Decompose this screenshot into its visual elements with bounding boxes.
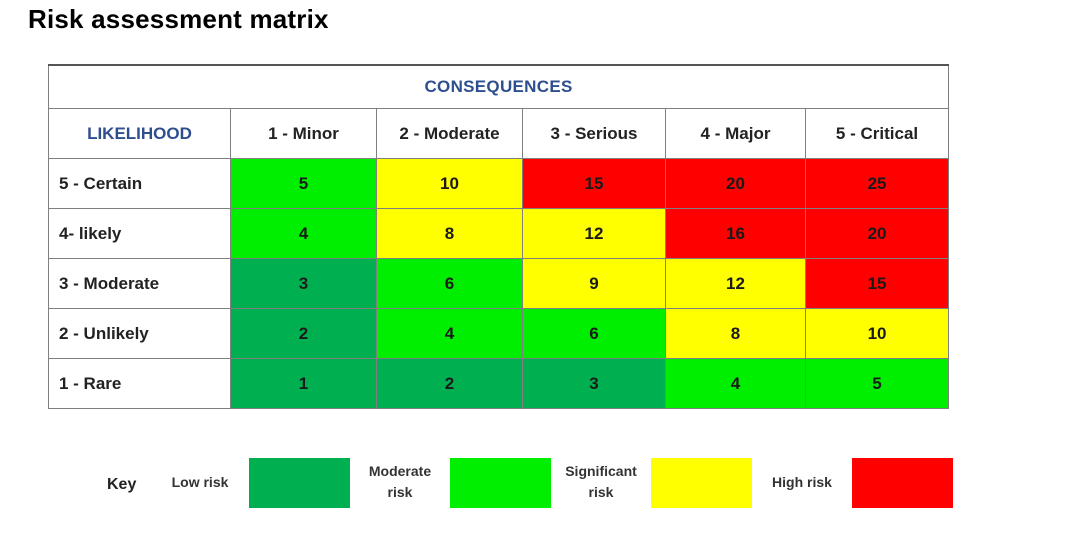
- risk-matrix-table: CONSEQUENCES LIKELIHOOD 1 - Minor 2 - Mo…: [47, 64, 950, 409]
- key-text-line: Low risk: [171, 474, 229, 490]
- risk-cell: 15: [522, 158, 666, 209]
- key-label: Key: [107, 476, 137, 493]
- key-text-high: High risk: [764, 472, 840, 493]
- key-legend: Key Low risk Moderate risk Significant r…: [0, 456, 1084, 510]
- matrix-row: 5 - Certain 5 10 15 20 25: [48, 158, 950, 209]
- risk-cell: 4: [665, 358, 806, 409]
- risk-cell: 10: [376, 158, 523, 209]
- risk-cell: 2: [376, 358, 523, 409]
- risk-cell: 4: [376, 308, 523, 359]
- risk-cell: 16: [665, 208, 806, 259]
- column-header: 5 - Critical: [804, 108, 950, 159]
- consequences-header: CONSEQUENCES: [47, 64, 950, 109]
- page-title: Risk assessment matrix: [28, 4, 329, 34]
- risk-cell: 4: [230, 208, 377, 259]
- row-label: 1 - Rare: [48, 358, 231, 409]
- risk-cell: 20: [665, 158, 806, 209]
- key-text-line: Moderate: [368, 463, 432, 479]
- key-swatch-significant: [651, 458, 752, 508]
- risk-cell: 2: [230, 308, 377, 359]
- key-text-line: risk: [588, 484, 614, 500]
- key-text-moderate: Moderate risk: [362, 461, 438, 503]
- matrix-row: 2 - Unlikely 2 4 6 8 10: [48, 308, 950, 359]
- risk-cell: 1: [230, 358, 377, 409]
- risk-cell: 5: [804, 358, 950, 409]
- risk-cell: 3: [522, 358, 666, 409]
- column-header: 2 - Moderate: [376, 108, 523, 159]
- risk-cell: 8: [665, 308, 806, 359]
- matrix-row: 1 - Rare 1 2 3 4 5: [48, 358, 950, 409]
- column-header: 1 - Minor: [230, 108, 377, 159]
- key-text-line: risk: [387, 484, 413, 500]
- key-swatch-moderate: [450, 458, 551, 508]
- risk-cell: 6: [376, 258, 523, 309]
- row-label: 5 - Certain: [48, 158, 231, 209]
- risk-cell: 25: [804, 158, 950, 209]
- risk-cell: 8: [376, 208, 523, 259]
- risk-cell: 12: [522, 208, 666, 259]
- key-text-significant: Significant risk: [558, 461, 644, 503]
- risk-cell: 3: [230, 258, 377, 309]
- row-label: 4- likely: [48, 208, 231, 259]
- risk-cell: 5: [230, 158, 377, 209]
- risk-cell: 15: [804, 258, 950, 309]
- likelihood-header: LIKELIHOOD: [48, 108, 231, 159]
- column-header: 3 - Serious: [522, 108, 666, 159]
- risk-cell: 10: [804, 308, 950, 359]
- row-label: 3 - Moderate: [48, 258, 231, 309]
- key-text-line: High risk: [772, 474, 832, 490]
- risk-cell: 9: [522, 258, 666, 309]
- consequences-header-row: CONSEQUENCES: [47, 64, 950, 109]
- key-text-low: Low risk: [168, 472, 232, 493]
- risk-cell: 12: [665, 258, 806, 309]
- column-header-row: LIKELIHOOD 1 - Minor 2 - Moderate 3 - Se…: [48, 108, 950, 159]
- matrix-row: 3 - Moderate 3 6 9 12 15: [48, 258, 950, 309]
- risk-cell: 6: [522, 308, 666, 359]
- column-header: 4 - Major: [665, 108, 806, 159]
- key-text-line: Significant: [565, 463, 637, 479]
- key-swatch-high: [852, 458, 953, 508]
- matrix-row: 4- likely 4 8 12 16 20: [48, 208, 950, 259]
- row-label: 2 - Unlikely: [48, 308, 231, 359]
- key-swatch-low: [249, 458, 350, 508]
- risk-cell: 20: [804, 208, 950, 259]
